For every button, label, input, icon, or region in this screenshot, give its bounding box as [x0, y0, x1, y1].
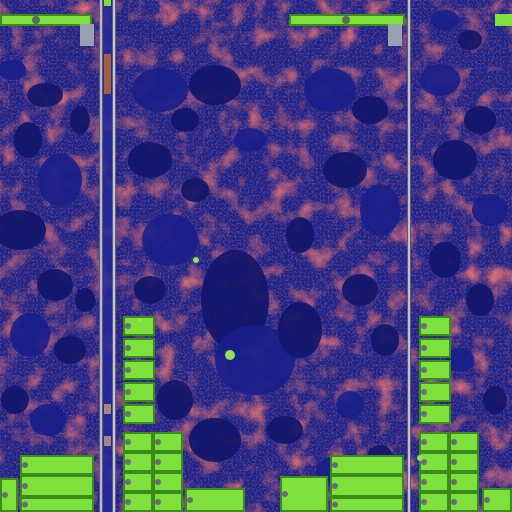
cell-block — [419, 492, 449, 512]
substrate-void — [157, 380, 193, 420]
cell-block — [449, 492, 479, 512]
substrate-void — [38, 154, 82, 206]
cell-block — [449, 452, 479, 472]
cell-block — [123, 492, 153, 512]
substrate-void — [201, 250, 269, 350]
cell-block — [449, 432, 479, 452]
cell-block — [419, 472, 449, 492]
substrate-void — [234, 128, 266, 152]
substrate-void — [458, 30, 482, 50]
substrate-void — [75, 288, 95, 312]
substrate-void — [30, 404, 66, 436]
substrate-void — [128, 142, 172, 178]
substrate-void — [181, 178, 209, 202]
cell-block — [123, 432, 153, 452]
substrate-void — [70, 106, 90, 134]
substrate-void — [336, 391, 364, 419]
cell-block — [0, 478, 18, 512]
substrate-void — [0, 210, 46, 250]
surface-speck — [417, 455, 423, 461]
substrate-void — [431, 10, 459, 30]
cell-block — [330, 455, 404, 475]
substrate-void — [14, 122, 42, 158]
substrate-void — [10, 313, 50, 357]
cell-block — [419, 452, 449, 472]
substrate-void — [267, 416, 303, 444]
cell-block — [153, 452, 183, 472]
cell-block — [330, 497, 404, 512]
cell-block — [419, 338, 451, 358]
substrate-void — [37, 269, 73, 301]
cell-block — [123, 404, 155, 424]
power-rails — [99, 0, 411, 512]
substrate-void — [134, 276, 166, 304]
cell-block — [419, 360, 451, 380]
cell-block — [123, 452, 153, 472]
surface-speck — [225, 350, 235, 360]
cell-block — [123, 338, 155, 358]
substrate-void — [323, 152, 367, 188]
cell-block — [419, 316, 451, 336]
substrate-void — [215, 325, 295, 395]
cell-block — [153, 492, 183, 512]
substrate-void — [352, 96, 388, 124]
substrate-void — [472, 194, 508, 226]
substrate-void — [171, 108, 199, 132]
substrate-void — [420, 64, 460, 96]
substrate-void — [189, 418, 241, 462]
cell-block — [123, 360, 155, 380]
cell-block — [482, 488, 512, 512]
substrate-void — [371, 324, 399, 356]
surface-speck — [138, 318, 142, 322]
substrate-void — [429, 242, 461, 278]
cell-block — [123, 316, 155, 336]
cell-block — [20, 455, 94, 475]
cell-block — [20, 475, 94, 497]
substrate-void — [466, 284, 494, 316]
substrate-void — [464, 106, 496, 134]
substrate-void — [1, 386, 29, 414]
surface-speck — [193, 257, 199, 263]
substrate-void — [54, 336, 86, 364]
cell-block — [419, 382, 451, 402]
substrate-void — [0, 60, 26, 80]
top-pad-bars — [0, 14, 512, 46]
substrate-void — [483, 386, 507, 414]
cell-block — [185, 488, 245, 512]
substrate-void — [304, 68, 356, 112]
cell-block — [280, 476, 328, 512]
substrate-void — [278, 302, 322, 358]
cell-block — [419, 432, 449, 452]
cell-block — [20, 497, 94, 512]
substrate-void — [132, 68, 188, 112]
cell-block — [419, 404, 451, 424]
substrate-void — [342, 274, 378, 306]
cell-block — [330, 475, 404, 497]
substrate-void — [446, 348, 474, 372]
cell-block — [153, 472, 183, 492]
substrate-void — [286, 217, 314, 253]
substrate-void — [189, 65, 241, 105]
substrate-void — [27, 83, 63, 107]
cell-block — [153, 432, 183, 452]
cell-block — [123, 472, 153, 492]
substrate-void — [433, 140, 477, 180]
cell-block — [449, 472, 479, 492]
green-cell-blocks — [0, 257, 512, 512]
substrate-void — [360, 184, 400, 236]
substrate-void — [142, 214, 198, 266]
cell-block — [123, 382, 155, 402]
